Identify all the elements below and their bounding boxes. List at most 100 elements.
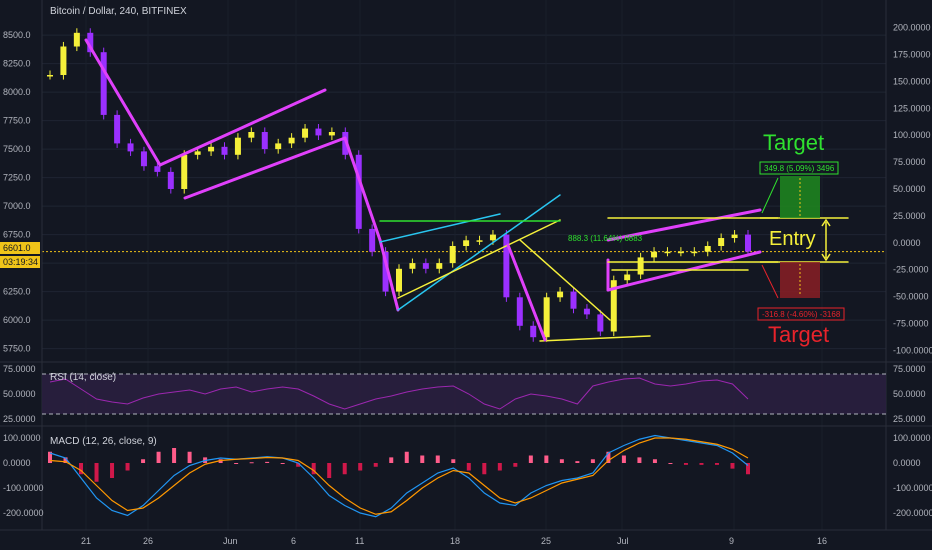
macd-histogram-bar <box>730 463 735 469</box>
time-tick-label: 18 <box>450 536 460 546</box>
macd-histogram-bar <box>575 461 580 463</box>
macd-signal-line <box>49 437 749 515</box>
macd-histogram-bar <box>404 451 409 463</box>
time-tick-label: 26 <box>143 536 153 546</box>
price-label: 6601.0 <box>3 243 31 253</box>
candle-body <box>745 234 751 252</box>
candle-body <box>73 32 80 47</box>
price-tick-label: 5750.0 <box>3 344 31 354</box>
candle-body <box>154 166 161 172</box>
candle-body <box>194 151 201 155</box>
candle-body <box>610 280 617 332</box>
candle-body <box>396 268 402 292</box>
candle-body <box>167 171 174 189</box>
macd-histogram-bar <box>110 463 115 478</box>
candle-body <box>248 132 255 138</box>
macd-tick-label: 100.0000 <box>3 433 41 443</box>
time-tick-label: Jul <box>617 536 629 546</box>
macd-histogram-bar <box>435 455 440 463</box>
macd-tick-label: -200.0000 <box>3 508 44 518</box>
macd-histogram-bar <box>559 459 564 463</box>
candle-body <box>691 251 698 254</box>
measure-move-label: 888.3 (11.64%) 6883 <box>568 234 643 243</box>
rsi-tick-label: 25.0000 <box>893 414 926 424</box>
candle-body <box>583 308 590 315</box>
measure-down-label: -316.8 (-4.60%) -3168 <box>762 310 841 319</box>
macd-histogram-bar <box>156 451 161 463</box>
countdown-label-bg <box>0 256 40 268</box>
trend-line <box>379 213 501 243</box>
macd-tick-label: -100.0000 <box>893 483 932 493</box>
candle-body <box>516 297 523 326</box>
right-tick-label: 125.0000 <box>893 103 931 113</box>
macd-histogram-bar <box>373 463 378 467</box>
macd-histogram-bar <box>652 459 657 463</box>
candle-body <box>570 291 577 309</box>
macd-tick-label: -200.0000 <box>893 508 932 518</box>
right-tick-label: 200.0000 <box>893 23 931 33</box>
candle-body <box>718 238 725 246</box>
time-tick-label: 25 <box>541 536 551 546</box>
candle-body <box>503 234 510 298</box>
rsi-tick-label: 75.0000 <box>3 364 36 374</box>
price-tick-label: 8000.0 <box>3 87 31 97</box>
candle-body <box>369 228 376 252</box>
candle-body <box>382 251 389 292</box>
rsi-tick-label: 75.0000 <box>893 364 926 374</box>
candle-body <box>436 263 443 269</box>
macd-histogram-bar <box>466 463 471 471</box>
macd-pane[interactable] <box>48 434 750 518</box>
drawings <box>84 38 849 342</box>
macd-histogram-bar <box>746 463 750 475</box>
price-label-bg <box>0 242 40 254</box>
macd-histogram-bar <box>125 463 130 471</box>
time-tick-label: 16 <box>817 536 827 546</box>
time-tick-label: 6 <box>291 536 296 546</box>
time-tick-label: Jun <box>223 536 238 546</box>
price-tick-label: 8250.0 <box>3 59 31 69</box>
entry-arrow-head-down <box>821 253 831 262</box>
macd-histogram-bar <box>342 463 347 475</box>
macd-histogram-bar <box>218 459 223 463</box>
macd-histogram-bar <box>590 459 595 463</box>
rsi-tick-label: 50.0000 <box>3 389 36 399</box>
macd-histogram-bar <box>668 463 673 464</box>
trend-line <box>343 136 382 242</box>
macd-line <box>49 434 749 518</box>
rsi-tick-label: 50.0000 <box>893 389 926 399</box>
right-tick-label: -75.0000 <box>893 318 929 328</box>
macd-histogram-bar <box>265 461 270 463</box>
macd-histogram-bar <box>172 448 177 463</box>
candle-body <box>664 251 671 254</box>
right-tick-label: 25.0000 <box>893 211 926 221</box>
macd-histogram-bar <box>187 451 192 463</box>
macd-tick-label: -100.0000 <box>3 483 44 493</box>
time-tick-label: 21 <box>81 536 91 546</box>
entry-label: Entry <box>769 228 816 250</box>
rsi-pane[interactable] <box>42 373 886 415</box>
right-tick-label: 75.0000 <box>893 157 926 167</box>
candle-body <box>328 132 335 136</box>
macd-histogram-bar <box>683 463 688 465</box>
macd-histogram-bar <box>544 455 549 463</box>
trend-line <box>397 194 561 311</box>
macd-histogram-bar <box>637 457 642 463</box>
macd-histogram-bar <box>280 463 285 464</box>
time-axis: 21 26 Jun 6 11 18 25 Jul 9 16 <box>81 536 827 546</box>
macd-histogram-bar <box>451 459 456 463</box>
chart-title: Bitcoin / Dollar, 240, BITFINEX <box>50 6 187 17</box>
candle-body <box>731 234 738 239</box>
macd-histogram-bar <box>714 463 719 465</box>
right-tick-label: -50.0000 <box>893 292 929 302</box>
trend-line <box>84 38 162 167</box>
rsi-band <box>42 374 886 414</box>
macd-histogram-bar <box>358 463 363 471</box>
macd-tick-label: 0.0000 <box>3 458 31 468</box>
price-tick-label: 6000.0 <box>3 315 31 325</box>
price-pane[interactable] <box>42 0 886 530</box>
measure-down-box <box>757 307 845 321</box>
candle-body <box>288 137 295 144</box>
price-grid <box>42 0 886 530</box>
macd-histogram-bar <box>94 463 99 482</box>
trend-line <box>606 250 762 292</box>
